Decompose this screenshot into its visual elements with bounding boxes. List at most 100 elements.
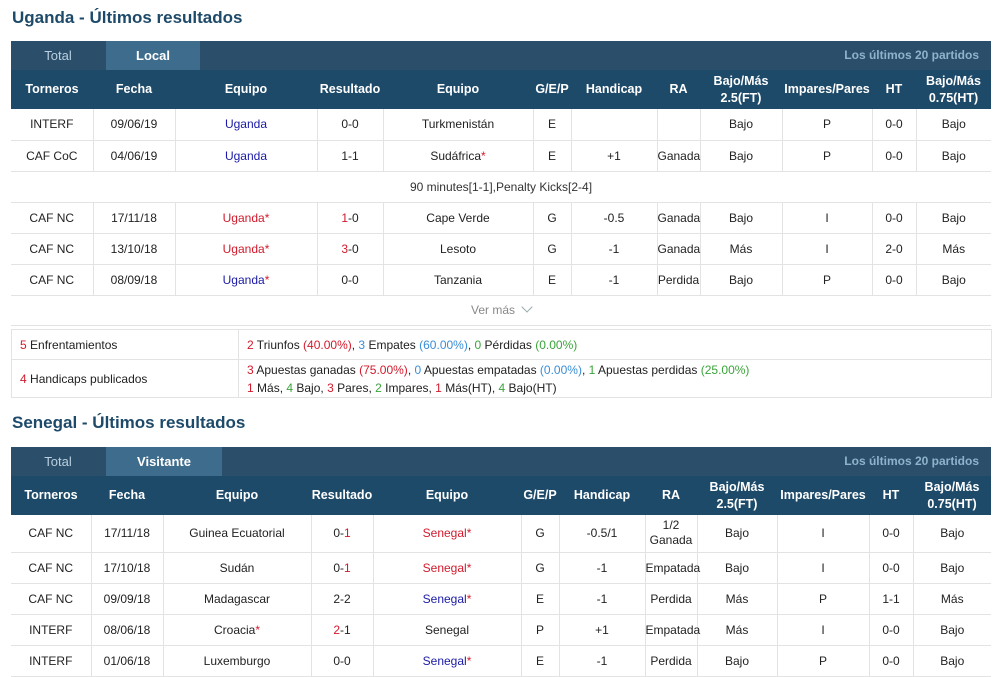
home-team-name[interactable]: Uganda [224,117,268,132]
gep-cell: E [533,140,572,172]
match-note: 90 minutes[1-1],Penalty Kicks[2-4] [11,171,991,203]
uganda-last-20-label[interactable]: Los últimos 20 partidos [844,48,979,62]
torneo-cell[interactable]: CAF NC [11,583,92,615]
torneo-cell[interactable]: CAF NC [11,515,92,553]
table-row[interactable]: CAF NC 17/11/18 Uganda* 1-0 Cape Verde G -0.5 G… [11,202,991,234]
away-team-cell[interactable]: Senegal* [373,515,522,553]
torneo-cell[interactable]: INTERF [11,645,92,677]
score-away: 1 [344,560,351,575]
score-away: 1 [344,526,351,541]
away-team-cell[interactable]: Senegal* [373,583,522,615]
torneo-cell[interactable]: CAF NC [11,202,94,234]
uganda-ver-mas-row[interactable]: Ver más [11,295,991,326]
torneo-cell[interactable]: CAF NC [11,264,94,296]
home-team-cell[interactable]: Uganda* [175,202,318,234]
score-cell[interactable]: 3-0 [317,233,384,265]
away-team-cell[interactable]: Cape Verde [383,202,534,234]
ver-mas-label[interactable]: Ver más [470,303,515,317]
away-team-name[interactable]: Senegal [422,560,467,575]
ou-ht-cell: Bajo [916,264,991,296]
torneo-cell[interactable]: INTERF [11,109,94,141]
table-row[interactable]: CAF NC 17/11/18 Guinea Ecuatorial 0-1 Senega… [11,515,991,553]
ou-ft-cell: Más [697,614,778,646]
home-team-cell[interactable]: Guinea Ecuatorial [163,515,312,553]
score-away: 1 [352,148,359,163]
score-cell[interactable]: 2-1 [311,614,374,646]
table-row[interactable]: CAF NC 09/09/18 Madagascar 2-2 Senegal* E -1 Pe… [11,583,991,615]
away-team-cell[interactable]: Sudáfrica* [383,140,534,172]
score-home: 0 [341,117,348,132]
senegal-header-torneos: Torneros [11,476,91,515]
home-team-cell[interactable]: Madagascar [163,583,312,615]
away-team-name[interactable]: Turkmenistán [421,117,495,132]
score-separator: - [348,148,352,163]
senegal-tab-total[interactable]: Total [44,454,72,469]
score-cell[interactable]: 1-0 [317,202,384,234]
home-team-name[interactable]: Croacia [213,622,256,637]
impares-pares-cell: P [782,264,873,296]
away-team-cell[interactable]: Senegal* [373,645,522,677]
away-team-name[interactable]: Senegal [422,526,467,541]
table-row[interactable]: CAF CoC 04/06/19 Uganda 1-1 Sudáfrica* E +1 Gan… [11,140,991,172]
home-team-cell[interactable]: Sudán [163,552,312,584]
away-team-cell[interactable]: Tanzania [383,264,534,296]
away-team-name[interactable]: Tanzania [433,272,483,287]
score-cell[interactable]: 0-1 [311,552,374,584]
table-row[interactable]: CAF NC 13/10/18 Uganda* 3-0 Lesoto G -1 Ganada M… [11,233,991,265]
senegal-last-20-label[interactable]: Los últimos 20 partidos [844,454,979,468]
away-team-name[interactable]: Lesoto [439,241,477,256]
fecha-cell: 08/09/18 [93,264,176,296]
home-team-name[interactable]: Guinea Ecuatorial [189,526,285,541]
home-team-cell[interactable]: Uganda [175,140,318,172]
fecha-cell: 17/11/18 [91,515,164,553]
score-cell[interactable]: 1-1 [317,140,384,172]
table-row[interactable]: CAF NC 17/10/18 Sudán 0-1 Senegal* G -1 Empatad… [11,552,991,584]
enfrentamientos-count: 5 [20,337,27,352]
table-row[interactable]: INTERF 09/06/19 Uganda 0-0 Turkmenistán E Bajo… [11,109,991,141]
chevron-down-icon[interactable] [521,301,533,313]
home-team-name[interactable]: Uganda [222,272,265,287]
home-team-name[interactable]: Madagascar [203,591,271,606]
away-team-name[interactable]: Senegal [424,622,470,637]
uganda-header-resultado: Resultado [317,70,383,109]
away-team-cell[interactable]: Turkmenistán [383,109,534,141]
away-team-name[interactable]: Sudáfrica [430,148,482,163]
away-team-cell[interactable]: Senegal* [373,552,522,584]
home-team-cell[interactable]: Uganda* [175,233,318,265]
table-row[interactable]: CAF NC 08/09/18 Uganda* 0-0 Tanzania E -1 Perdi… [11,264,991,296]
away-team-name[interactable]: Cape Verde [426,210,490,225]
home-team-name[interactable]: Sudán [219,560,255,575]
table-row[interactable]: INTERF 01/06/18 Luxemburgo 0-0 Senegal* E -1 Pe… [11,645,991,677]
home-team-name[interactable]: Uganda [222,241,265,256]
away-team-name[interactable]: Senegal [422,653,467,668]
senegal-tab-visitante[interactable]: Visitante [106,447,222,476]
away-team-cell[interactable]: Senegal [373,614,522,646]
home-team-cell[interactable]: Uganda* [175,264,318,296]
score-cell[interactable]: 0-0 [317,264,384,296]
home-team-name[interactable]: Uganda [224,148,268,163]
home-team-name[interactable]: Luxemburgo [203,653,271,668]
score-home: 2 [333,622,340,637]
home-team-cell[interactable]: Croacia* [163,614,312,646]
torneo-cell[interactable]: INTERF [11,614,92,646]
ver-mas-button[interactable]: Ver más [11,295,991,326]
torneo-cell[interactable]: CAF CoC [11,140,94,172]
away-team-name[interactable]: Senegal [422,591,467,606]
away-team-cell[interactable]: Lesoto [383,233,534,265]
torneo-cell[interactable]: CAF NC [11,233,94,265]
uganda-tab-total[interactable]: Total [44,48,72,63]
score-cell[interactable]: 0-1 [311,515,374,553]
score-away: 0 [344,653,351,668]
bajo-ht-count: 4 [498,380,506,395]
score-cell[interactable]: 0-0 [317,109,384,141]
torneo-cell[interactable]: CAF NC [11,552,92,584]
ou-ft-cell: Bajo [697,552,778,584]
ou-ht-cell: Bajo [916,202,991,234]
score-cell[interactable]: 0-0 [311,645,374,677]
table-row[interactable]: INTERF 08/06/18 Croacia* 2-1 Senegal P +1 Empat… [11,614,991,646]
home-team-cell[interactable]: Luxemburgo [163,645,312,677]
score-cell[interactable]: 2-2 [311,583,374,615]
uganda-tab-local[interactable]: Local [106,41,200,70]
home-team-name[interactable]: Uganda [222,210,265,225]
home-team-cell[interactable]: Uganda [175,109,318,141]
